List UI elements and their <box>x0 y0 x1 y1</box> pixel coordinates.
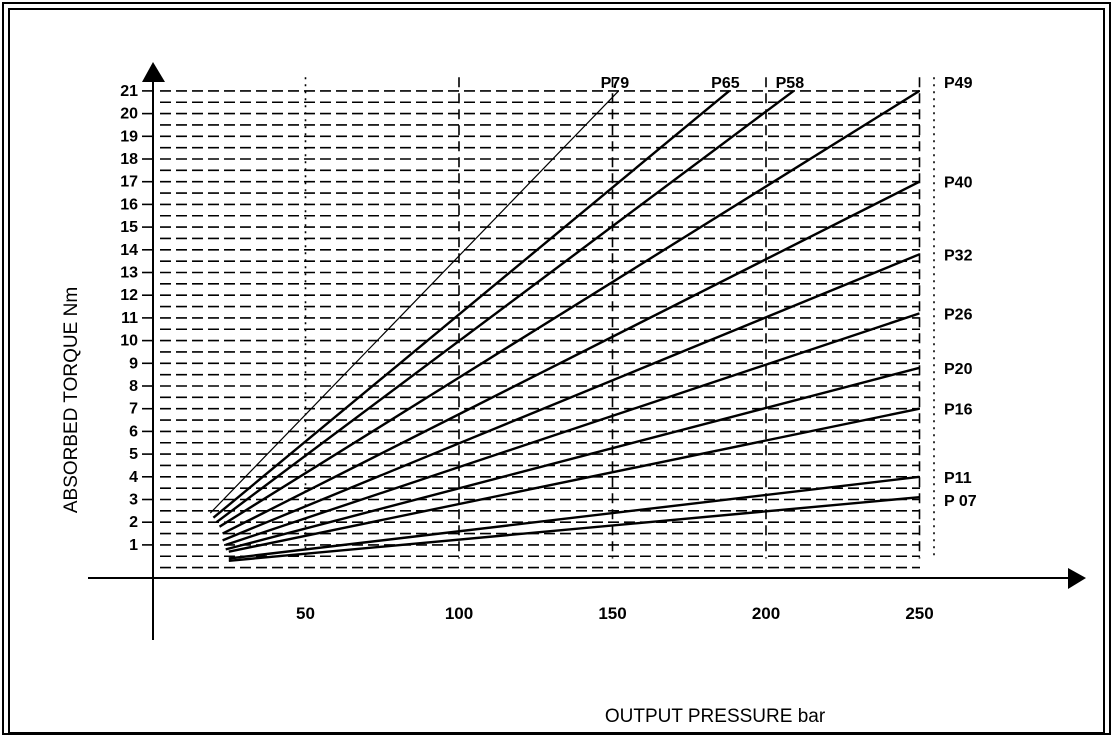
series-label: P 07 <box>944 493 977 510</box>
series-label: P65 <box>711 75 740 92</box>
series-label: P11 <box>944 470 972 487</box>
x-axis-arrow <box>1068 568 1086 589</box>
y-axis-arrow <box>142 62 165 82</box>
y-axis-title: ABSORBED TORQUE Nm <box>61 287 82 513</box>
y-tick-label: 16 <box>120 196 138 213</box>
y-tick-label: 4 <box>129 469 138 486</box>
y-tick-label: 2 <box>129 514 138 531</box>
y-tick-label: 1 <box>129 537 138 554</box>
y-tick-label: 18 <box>120 151 138 168</box>
x-axis-title: OUTPUT PRESSURE bar <box>605 706 826 727</box>
series-label: P20 <box>944 361 973 378</box>
y-tick-label: 12 <box>120 287 138 304</box>
series-line <box>215 89 795 524</box>
y-tick-label: 13 <box>120 265 138 282</box>
series-lines <box>209 89 921 562</box>
x-tick-label: 200 <box>752 604 780 623</box>
x-tick-label: 100 <box>445 604 473 623</box>
series-label: P16 <box>944 402 973 419</box>
y-tick-label: 19 <box>120 128 138 145</box>
y-tick-label: 20 <box>120 106 138 123</box>
series-line <box>222 253 920 542</box>
series-line <box>212 89 730 519</box>
inner-frame <box>8 8 1105 734</box>
y-tick-label: 9 <box>129 355 138 372</box>
y-tick-label: 8 <box>129 378 138 395</box>
y-tick-label: 17 <box>120 174 138 191</box>
axes <box>88 62 1086 640</box>
y-tick-label: 11 <box>121 310 138 327</box>
series-line <box>228 496 920 562</box>
x-tick-label: 50 <box>296 604 315 623</box>
y-tick-label: 10 <box>120 333 138 350</box>
series-line <box>228 475 920 560</box>
series-label: P26 <box>944 306 973 323</box>
series-label: P79 <box>601 75 630 92</box>
series-line <box>228 407 920 553</box>
series-label: P58 <box>776 75 805 92</box>
series-label: P49 <box>944 75 973 92</box>
series-line <box>225 366 920 551</box>
series-line <box>222 180 921 535</box>
series-label: P32 <box>944 247 973 264</box>
y-tick-label: 15 <box>120 219 138 236</box>
series-line <box>225 312 920 547</box>
y-tick-label: 5 <box>129 446 138 463</box>
x-tick-label: 150 <box>598 604 626 623</box>
y-tick-label: 3 <box>129 492 138 509</box>
y-tick-label: 14 <box>120 242 138 259</box>
y-tick-label: 21 <box>120 83 138 100</box>
y-tick-label: 6 <box>129 423 138 440</box>
series-line <box>218 89 921 528</box>
series-line <box>209 90 620 514</box>
x-tick-label: 250 <box>905 604 933 623</box>
y-tick-label: 7 <box>129 401 138 418</box>
series-label: P40 <box>944 175 973 192</box>
